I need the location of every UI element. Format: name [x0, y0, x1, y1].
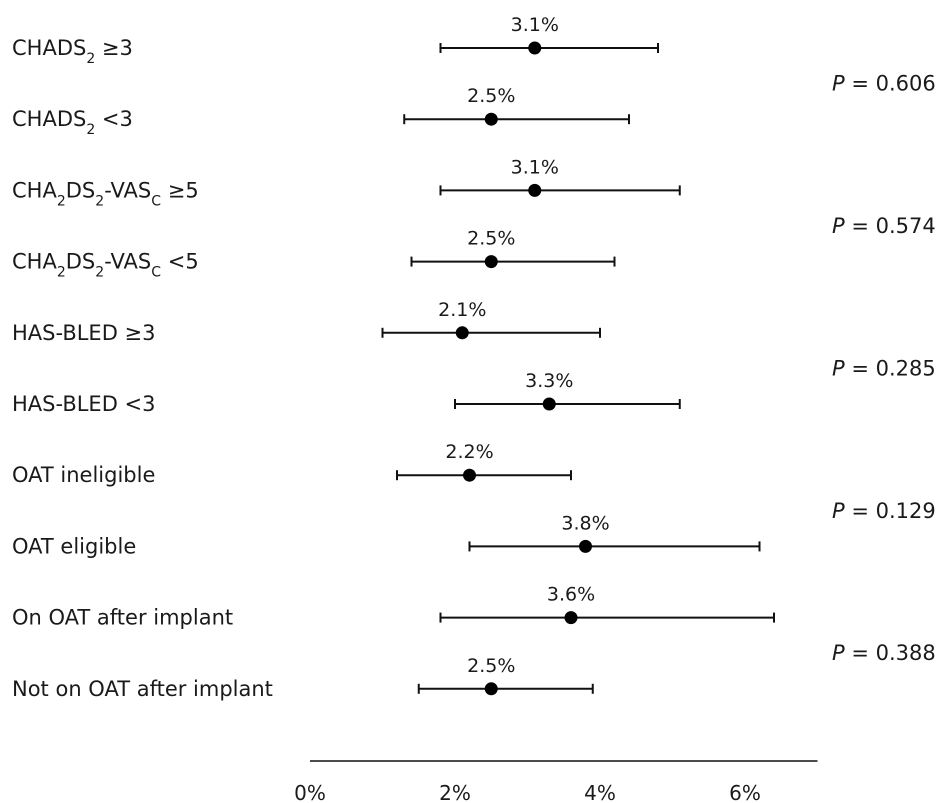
- x-tick-label: 6%: [729, 781, 761, 803]
- point-estimate: [484, 682, 498, 696]
- data-label: 2.5%: [467, 85, 515, 107]
- data-label: 3.3%: [525, 370, 573, 392]
- x-tick-label: 2%: [439, 781, 471, 803]
- data-label: 2.1%: [438, 299, 486, 321]
- point-estimate: [564, 611, 578, 625]
- row-label: CHA2DS2-VASC <5: [12, 250, 199, 281]
- row-label: CHA2DS2-VASC ≥5: [12, 178, 199, 209]
- data-label: 3.6%: [547, 584, 595, 606]
- point-estimate: [484, 112, 498, 126]
- data-label: 2.2%: [445, 441, 493, 463]
- p-value: P = 0.129: [832, 499, 936, 523]
- data-label: 2.5%: [467, 655, 515, 677]
- x-tick-label: 4%: [584, 781, 616, 803]
- point-estimate: [528, 41, 542, 55]
- data-label: 3.1%: [511, 156, 559, 178]
- point-estimate: [528, 183, 542, 197]
- point-estimate: [455, 326, 469, 340]
- data-label: 2.5%: [467, 228, 515, 250]
- row-label: CHADS2 ≥3: [12, 36, 133, 67]
- point-estimate: [463, 468, 476, 482]
- x-tick-label: 0%: [294, 781, 326, 803]
- p-value: P = 0.574: [832, 214, 936, 238]
- p-values: P = 0.606 P = 0.574 P = 0.285 P = 0.129 P = …: [832, 72, 936, 666]
- point-estimate: [484, 255, 498, 269]
- p-value: P = 0.388: [832, 641, 936, 665]
- p-value: P = 0.606: [832, 72, 936, 96]
- point-estimate: [579, 539, 592, 553]
- x-axis: 0% 2% 4% 6%: [294, 760, 818, 803]
- row-labels: CHADS2 ≥3 CHADS2 <3 CHA2DS2-VASC ≥5 CHA2DS2…: [12, 36, 273, 701]
- row-label: OAT eligible: [12, 534, 136, 558]
- row-label: On OAT after implant: [12, 606, 233, 630]
- row-label: CHADS2 <3: [12, 107, 133, 138]
- p-value: P = 0.285: [832, 356, 936, 380]
- plot-marks: 3.1% 2.5% 3.1% 2.5% 2.1% 3.3% 2.2% 3.8% 3.6% 2.5%: [381, 14, 775, 696]
- row-label: HAS-BLED ≥3: [12, 321, 156, 345]
- point-estimate: [542, 397, 556, 411]
- data-label: 3.8%: [561, 512, 609, 534]
- row-label: Not on OAT after implant: [12, 677, 273, 701]
- row-label: OAT ineligible: [12, 463, 155, 487]
- data-label: 3.1%: [511, 14, 559, 36]
- row-label: HAS-BLED <3: [12, 392, 156, 416]
